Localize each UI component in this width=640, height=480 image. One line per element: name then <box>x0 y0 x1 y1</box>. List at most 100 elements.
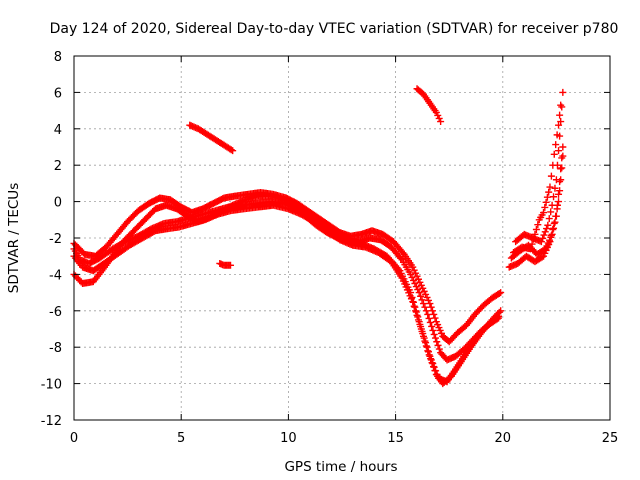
data-point <box>552 141 560 149</box>
series-track-5 <box>186 121 237 155</box>
data-point <box>413 311 421 319</box>
data-point <box>416 320 424 328</box>
data-point <box>229 147 237 155</box>
data-point <box>414 275 422 283</box>
y-tick-label: 0 <box>54 196 62 211</box>
x-tick-label: 25 <box>602 431 619 446</box>
data-point <box>550 219 558 227</box>
data-point <box>435 345 443 353</box>
data-point <box>424 348 432 356</box>
x-axis-label: GPS time / hours <box>284 459 397 475</box>
data-point <box>419 284 427 292</box>
data-point <box>420 334 428 342</box>
data-point <box>433 338 441 346</box>
data-point <box>423 343 431 351</box>
data-point <box>559 143 567 151</box>
data-point <box>411 303 419 311</box>
data-point <box>527 245 535 253</box>
data-point <box>426 318 434 326</box>
y-tick-label: -12 <box>41 414 62 429</box>
series-track-11 <box>510 101 565 257</box>
data-point <box>422 342 430 350</box>
data-point <box>539 234 547 242</box>
data-point <box>428 307 436 315</box>
data-point <box>550 224 558 232</box>
series-track-7 <box>216 259 235 269</box>
data-point <box>412 307 420 315</box>
data-point <box>540 231 548 239</box>
data-point <box>397 254 405 262</box>
y-axis-label: SDTVAR / TECUs <box>6 183 22 293</box>
data-point <box>408 273 416 281</box>
data-point <box>431 334 439 342</box>
data-point <box>553 205 561 213</box>
data-point <box>544 221 552 229</box>
series-track-4 <box>70 189 505 346</box>
series-track-3 <box>70 192 503 364</box>
data-point <box>428 322 436 330</box>
data-point <box>551 218 559 226</box>
data-point <box>399 249 407 257</box>
data-point <box>412 283 420 291</box>
tick-labels: 0 5 10 15 20 25 -12 -10 -8 -6 -4 -2 0 2 4 6 8 <box>41 50 619 446</box>
data-point <box>421 303 429 311</box>
data-point <box>542 198 550 206</box>
data-point <box>430 363 438 371</box>
data-point <box>557 101 565 109</box>
data-point <box>550 193 558 201</box>
data-point <box>431 314 439 322</box>
x-tick-label: 0 <box>70 431 78 446</box>
data-point <box>495 290 503 298</box>
data-point <box>547 208 555 216</box>
data-point <box>557 165 565 173</box>
data-point <box>437 118 445 126</box>
data-point <box>540 209 548 217</box>
data-point <box>410 266 418 274</box>
y-tick-label: -2 <box>49 232 62 247</box>
data-point <box>549 226 557 234</box>
y-tick-label: 2 <box>54 159 62 174</box>
series-track-10 <box>505 152 567 271</box>
data-point <box>227 146 235 154</box>
data-point <box>409 298 417 306</box>
data-point <box>547 172 555 180</box>
data-point <box>414 316 422 324</box>
data-point <box>433 371 441 378</box>
data-point <box>550 150 558 158</box>
x-tick-label: 10 <box>280 431 297 446</box>
data-point <box>557 118 565 126</box>
axis-ticks <box>73 55 611 421</box>
y-tick-label: -4 <box>49 268 62 283</box>
data-point <box>545 215 553 223</box>
data-point <box>555 190 563 198</box>
data-point <box>434 341 442 349</box>
data-point <box>429 360 437 368</box>
data-point <box>555 198 563 206</box>
data-point <box>427 356 435 364</box>
data-point <box>422 307 430 315</box>
y-tick-label: -8 <box>49 341 62 356</box>
data-point <box>546 183 554 191</box>
data-point <box>424 310 432 318</box>
data-point <box>552 212 560 220</box>
data-point <box>549 161 557 169</box>
data-point <box>528 240 536 248</box>
data-point <box>547 232 555 240</box>
data-point <box>419 330 427 338</box>
data-point <box>425 314 433 322</box>
data-point <box>545 188 553 196</box>
data-point <box>543 193 551 201</box>
data-point <box>534 221 542 229</box>
y-tick-label: 4 <box>54 123 62 138</box>
data-point <box>417 325 425 333</box>
data-point <box>546 238 554 246</box>
data-point <box>493 313 501 321</box>
data-point <box>424 347 432 355</box>
x-tick-label: 5 <box>177 431 185 446</box>
data-point <box>426 300 434 308</box>
data-point <box>495 308 503 316</box>
data-point <box>434 111 442 119</box>
data-point <box>432 367 440 375</box>
data-point <box>557 176 565 184</box>
